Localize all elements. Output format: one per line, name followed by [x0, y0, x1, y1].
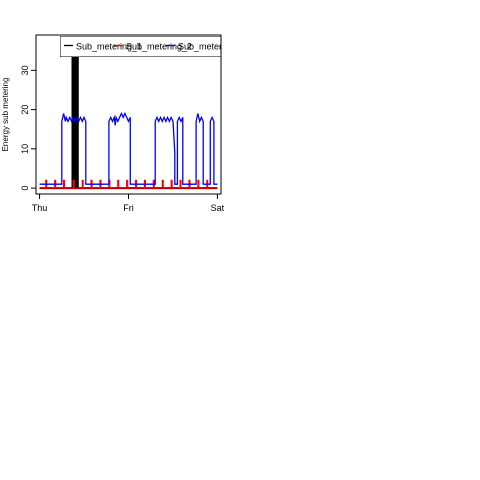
series-layer: [39, 37, 218, 190]
x-axis: Thu Fri Sat: [32, 194, 225, 213]
x-tick-label: Thu: [32, 203, 48, 213]
legend-box: [60, 36, 221, 57]
y-tick-label: 0: [20, 186, 30, 191]
x-tick-label: Fri: [123, 203, 134, 213]
series-line-2: [39, 179, 218, 189]
y-tick-label: 10: [20, 144, 30, 154]
y-axis-title: Energy sub metering: [1, 78, 10, 152]
x-tick-label: Sat: [211, 203, 225, 213]
series-line-1: [39, 37, 218, 190]
legend: Sub_metering_1Sub_metering_2Sub_metering…: [60, 36, 244, 57]
y-tick-label: 20: [20, 105, 30, 115]
series-line-3: [39, 111, 218, 185]
legend-label-3: Sub_metering_3: [178, 42, 244, 52]
legend-label-2: Sub_metering_2: [126, 42, 192, 52]
y-axis: 0 10 20 30: [20, 65, 36, 191]
legend-label-1: Sub_metering_1: [76, 42, 142, 52]
y-tick-label: 30: [20, 65, 30, 75]
